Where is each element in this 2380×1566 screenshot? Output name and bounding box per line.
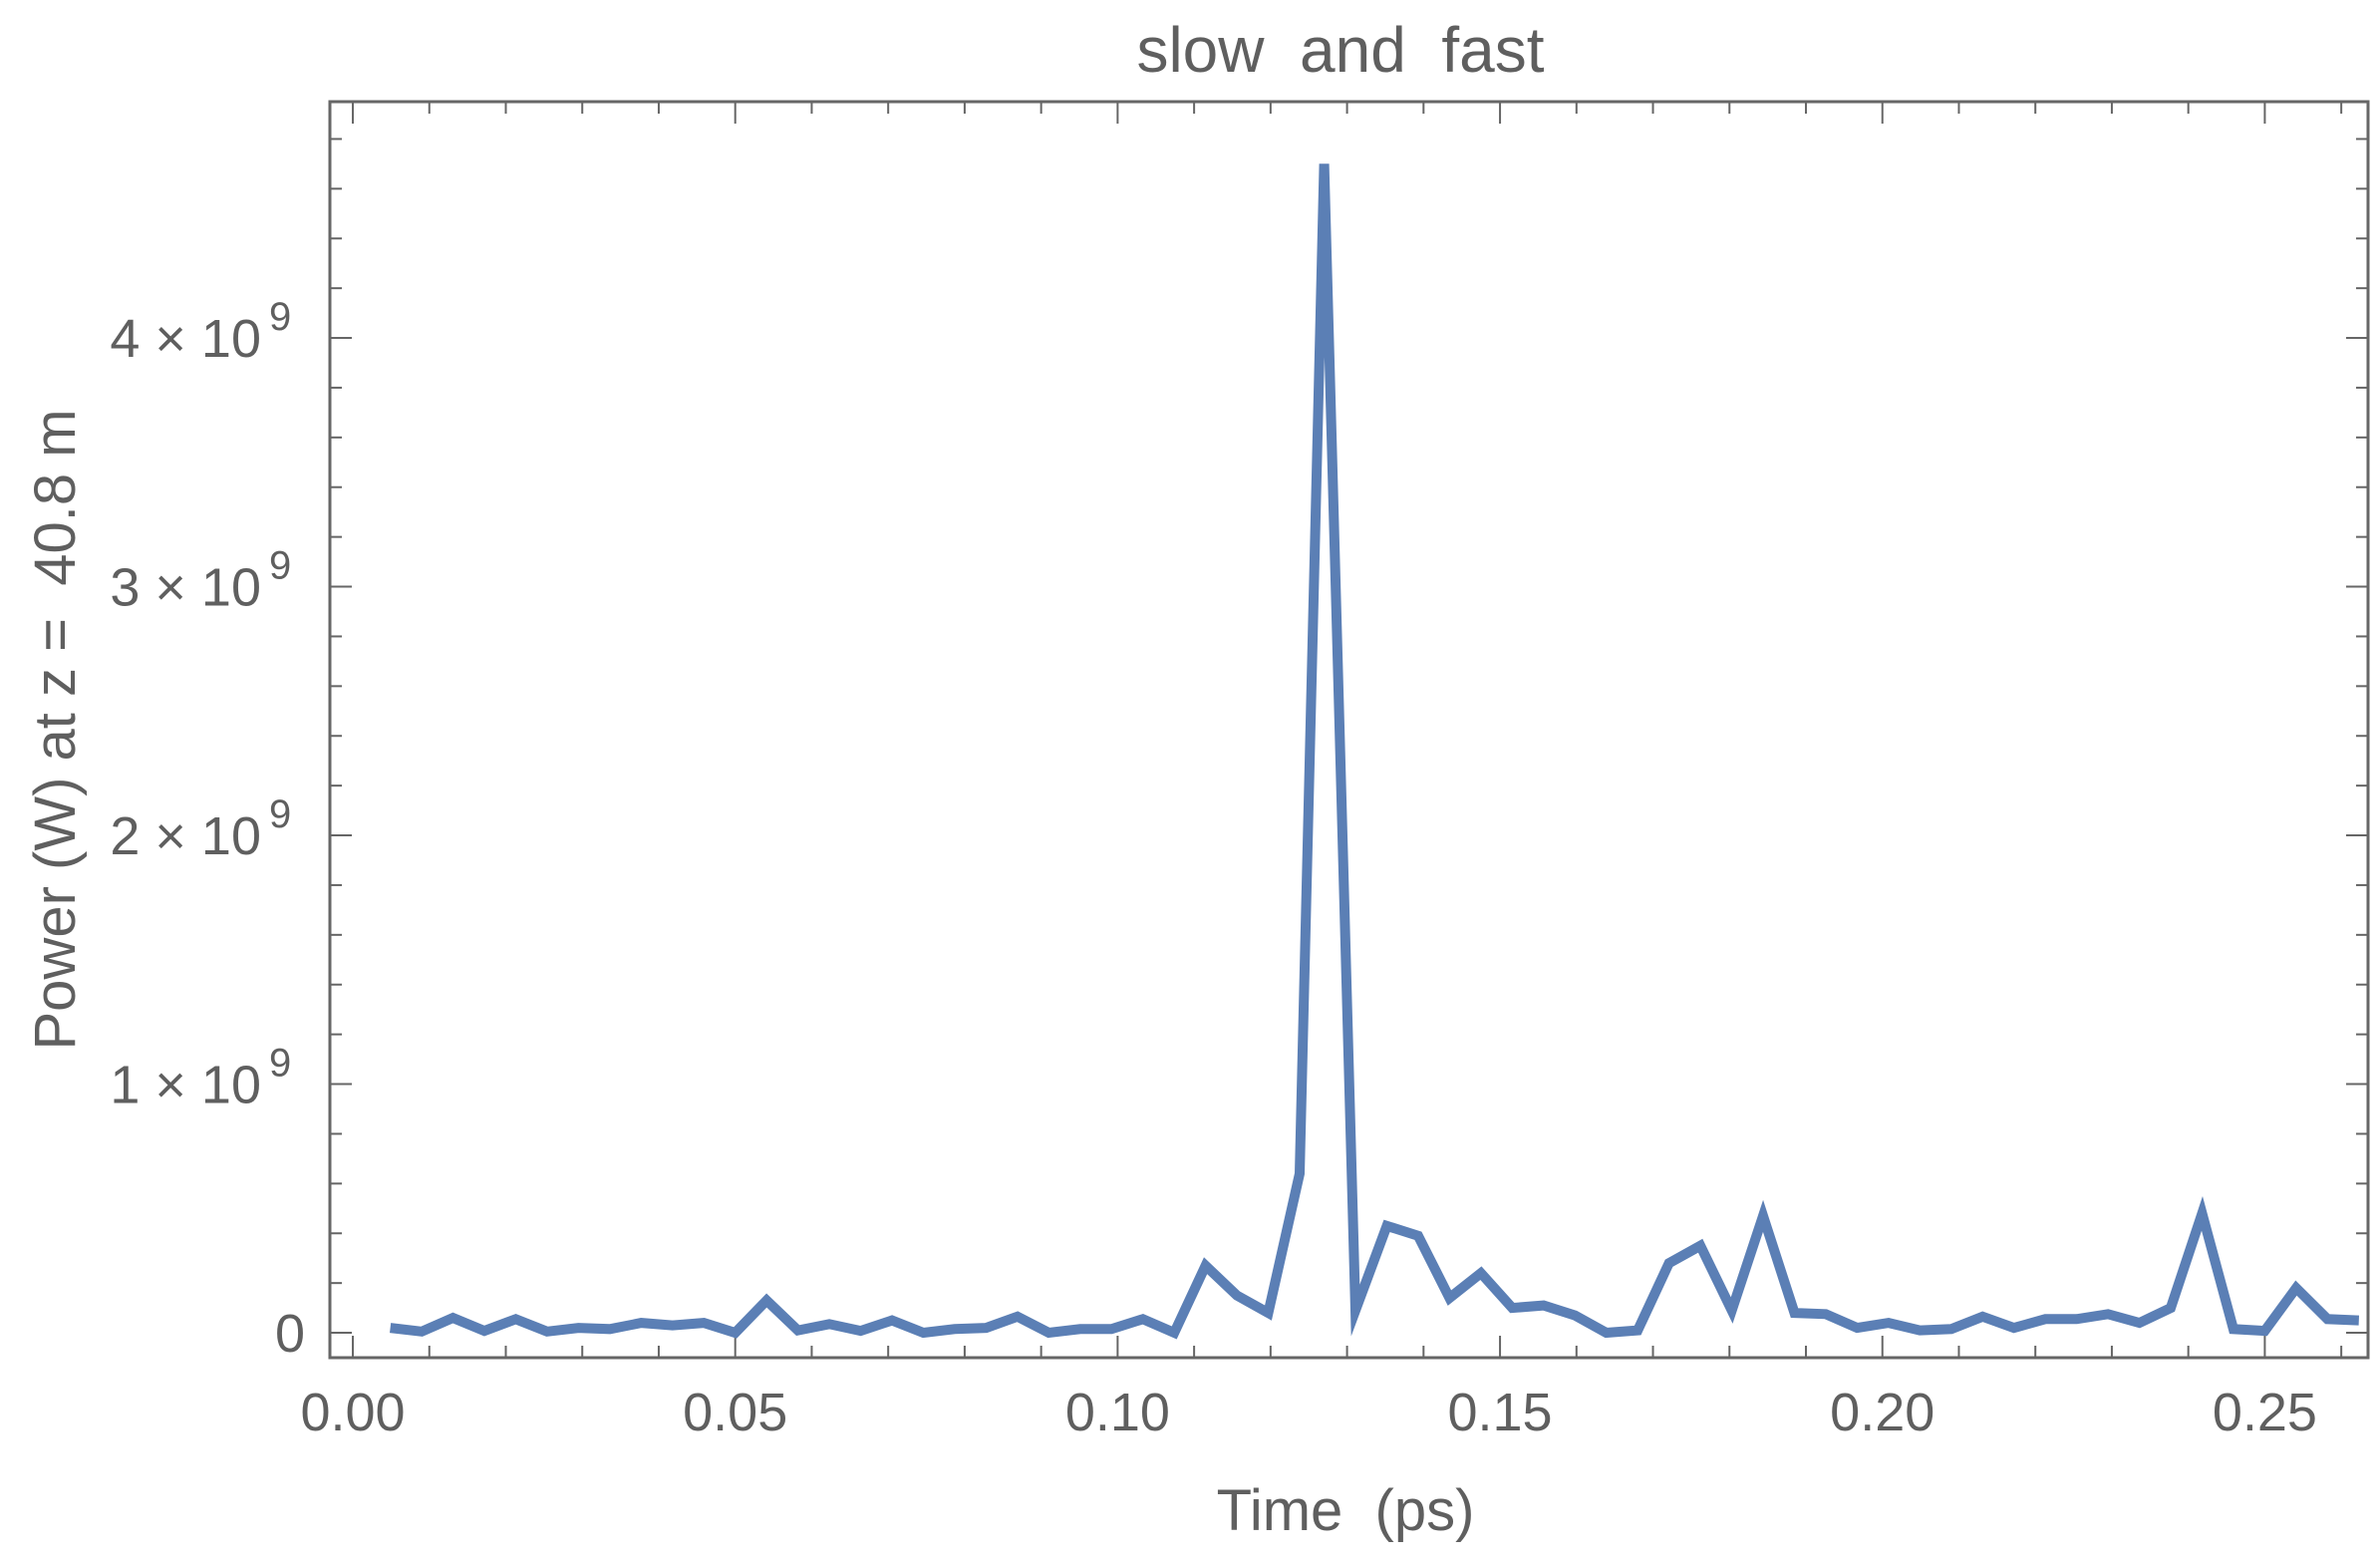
y-tick-label: 0 (275, 1304, 305, 1364)
x-tick-labels: 0.00 0.05 0.10 0.15 0.20 0.25 (300, 1383, 2316, 1442)
y-tick-label: 1 × 10 (110, 1056, 261, 1115)
y-tick-exponent: 9 (269, 544, 291, 588)
plot-frame (328, 100, 2370, 1360)
y-tick-exponent: 9 (269, 792, 291, 836)
y-tick-exponent: 9 (269, 1042, 291, 1086)
x-tick-label: 0.25 (2213, 1383, 2317, 1442)
y-tick-labels: 01 × 10 92 × 10 93 × 10 94 × 10 9 (110, 295, 305, 1364)
series-line (390, 163, 2360, 1340)
y-tick-label: 3 × 10 (110, 558, 261, 618)
x-tick-label: 0.00 (300, 1383, 405, 1442)
y-tick-exponent: 9 (269, 295, 291, 339)
x-tick-label: 0.15 (1447, 1383, 1552, 1442)
x-tick-label: 0.10 (1065, 1383, 1170, 1442)
x-tick-label: 0.05 (683, 1383, 787, 1442)
y-tick-label: 2 × 10 (110, 806, 261, 866)
x-tick-label: 0.20 (1830, 1383, 1934, 1442)
y-tick-label: 4 × 10 (110, 309, 261, 369)
x-axis-label: Time (ps) (1217, 1478, 1475, 1543)
y-axis-label: Power (W) at z = 40.8 m (23, 409, 88, 1050)
axis-ticks (330, 102, 2368, 1358)
chart-title: slow and fast (1136, 14, 1544, 86)
